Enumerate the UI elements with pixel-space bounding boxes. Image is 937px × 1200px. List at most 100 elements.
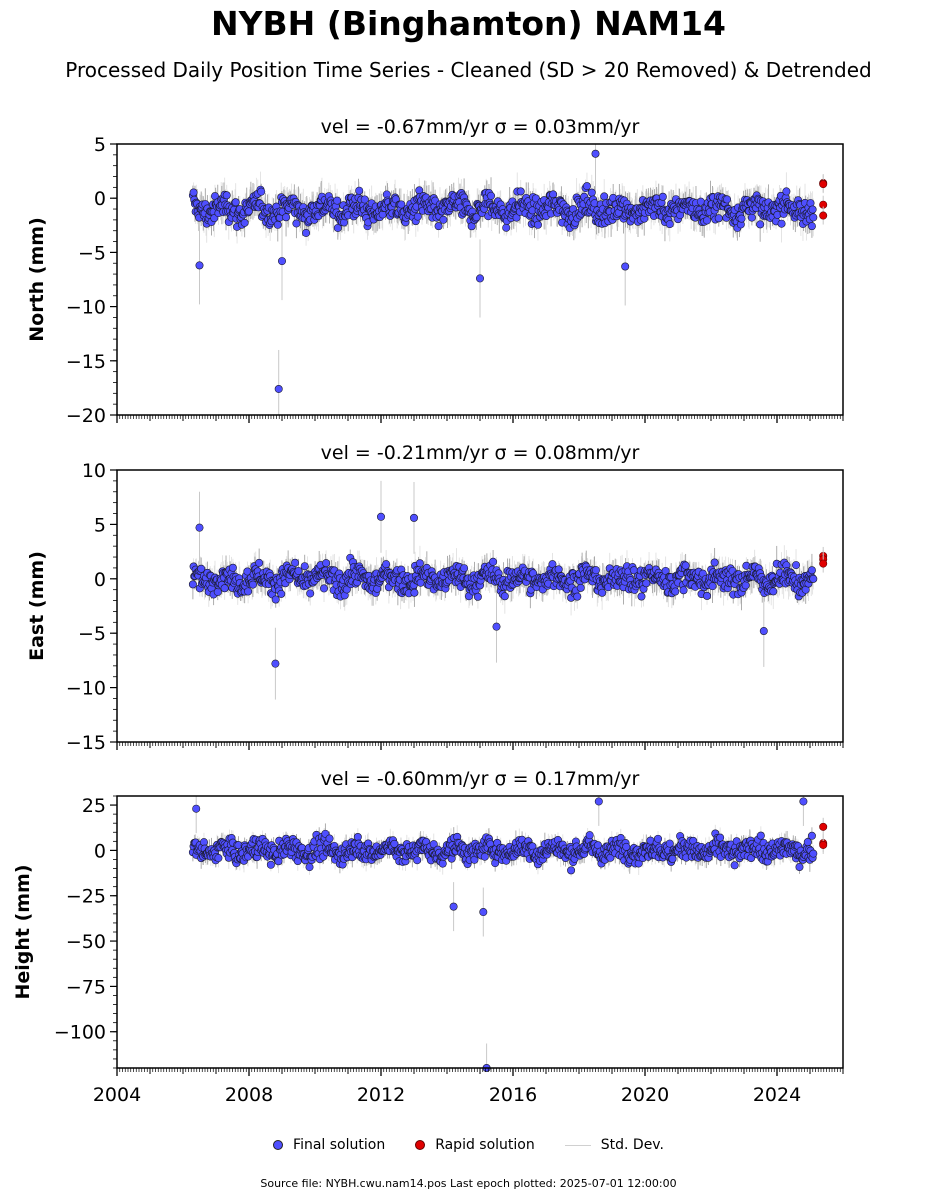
final-point bbox=[306, 589, 315, 598]
y-tick-label: −20 bbox=[66, 405, 106, 427]
final-point bbox=[302, 228, 311, 237]
final-point bbox=[756, 220, 765, 229]
final-point bbox=[516, 187, 525, 196]
final-point bbox=[747, 213, 756, 222]
final-solution-points bbox=[188, 149, 818, 393]
final-point bbox=[378, 210, 387, 219]
final-point bbox=[714, 214, 723, 223]
final-point bbox=[576, 583, 585, 592]
final-point bbox=[587, 188, 596, 197]
final-point bbox=[189, 188, 198, 197]
final-point bbox=[769, 587, 778, 596]
final-point bbox=[665, 220, 674, 229]
final-point bbox=[500, 592, 509, 601]
final-point-outlier bbox=[621, 262, 630, 271]
final-point bbox=[473, 592, 482, 601]
final-point bbox=[460, 564, 469, 573]
final-point bbox=[360, 195, 369, 204]
y-axis-label: East (mm) bbox=[26, 551, 48, 661]
final-point bbox=[782, 187, 791, 196]
final-solution-points bbox=[188, 512, 818, 668]
final-point bbox=[737, 214, 746, 223]
final-point bbox=[502, 223, 511, 232]
final-point bbox=[808, 205, 817, 214]
final-point bbox=[637, 592, 646, 601]
y-tick-label: 0 bbox=[94, 188, 106, 210]
final-point bbox=[300, 562, 309, 571]
final-point bbox=[554, 565, 563, 574]
final-point bbox=[355, 186, 364, 195]
final-point bbox=[591, 566, 600, 575]
final-point bbox=[294, 566, 303, 575]
final-point bbox=[723, 195, 732, 204]
final-point bbox=[271, 595, 280, 604]
final-point bbox=[292, 219, 301, 228]
final-point-outlier bbox=[271, 659, 280, 668]
y-tick-label: 10 bbox=[82, 460, 106, 482]
final-point bbox=[741, 581, 750, 590]
final-point bbox=[489, 557, 498, 566]
final-point bbox=[257, 187, 266, 196]
final-point bbox=[642, 579, 651, 588]
final-point bbox=[413, 212, 422, 221]
final-point bbox=[600, 192, 609, 201]
final-point bbox=[703, 591, 712, 600]
final-point bbox=[397, 200, 406, 209]
final-point bbox=[807, 566, 816, 575]
y-axis-label: North (mm) bbox=[26, 217, 48, 342]
final-point bbox=[255, 558, 264, 567]
final-point bbox=[598, 588, 607, 597]
final-point bbox=[382, 560, 391, 569]
final-point bbox=[671, 587, 680, 596]
y-tick-label: −15 bbox=[66, 732, 106, 754]
y-axis-label: Height (mm) bbox=[12, 864, 34, 999]
final-point bbox=[434, 222, 443, 231]
y-tick-label: −10 bbox=[66, 297, 106, 319]
final-point bbox=[220, 584, 229, 593]
final-point bbox=[333, 196, 342, 205]
final-point bbox=[248, 580, 257, 589]
final-point bbox=[809, 574, 818, 583]
panel-3: vel = -0.60mm/yr σ = 0.17mm/yr Height (mm… bbox=[12, 768, 844, 1106]
final-point bbox=[282, 213, 291, 222]
final-point bbox=[277, 589, 286, 598]
final-point bbox=[681, 561, 690, 570]
y-tick-label: −10 bbox=[66, 678, 106, 700]
final-point bbox=[472, 213, 481, 222]
std-dev-bars bbox=[192, 144, 814, 415]
final-point bbox=[792, 561, 801, 570]
final-point bbox=[533, 220, 542, 229]
final-point bbox=[322, 559, 331, 568]
final-point bbox=[415, 559, 424, 568]
final-point bbox=[439, 215, 448, 224]
final-point bbox=[273, 220, 282, 229]
final-point bbox=[213, 587, 222, 596]
final-point-outlier bbox=[195, 261, 204, 270]
final-point bbox=[573, 592, 582, 601]
final-point-outlier bbox=[492, 622, 501, 631]
final-point bbox=[708, 582, 717, 591]
rapid-point bbox=[819, 211, 828, 220]
y-tick-label: −5 bbox=[78, 242, 106, 264]
y-tick-label: 0 bbox=[94, 569, 106, 591]
final-point bbox=[703, 216, 712, 225]
final-point bbox=[240, 218, 249, 227]
y-tick-label: 5 bbox=[94, 514, 106, 536]
panel-title: vel = -0.67mm/yr σ = 0.03mm/yr bbox=[321, 116, 640, 138]
final-point bbox=[658, 192, 667, 201]
final-point-outlier bbox=[274, 384, 283, 393]
final-point-outlier bbox=[759, 627, 768, 636]
final-point bbox=[244, 587, 253, 596]
final-point-outlier bbox=[409, 513, 418, 522]
rapid-point bbox=[819, 559, 828, 568]
final-point bbox=[291, 558, 300, 567]
final-point bbox=[320, 584, 329, 593]
rapid-point bbox=[819, 180, 828, 189]
y-tick-label: 5 bbox=[94, 134, 106, 156]
final-point bbox=[809, 213, 818, 222]
final-point bbox=[679, 586, 688, 595]
final-point bbox=[487, 191, 496, 200]
y-tick-label: −15 bbox=[66, 351, 106, 373]
final-point bbox=[188, 580, 197, 589]
